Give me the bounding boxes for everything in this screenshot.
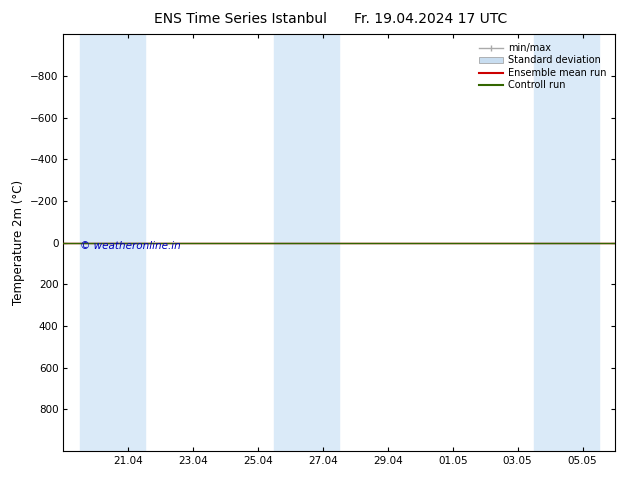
Y-axis label: Temperature 2m (°C): Temperature 2m (°C) [11,180,25,305]
Bar [534,34,598,451]
Bar [275,34,339,451]
Text: Fr. 19.04.2024 17 UTC: Fr. 19.04.2024 17 UTC [354,12,508,26]
Text: ENS Time Series Istanbul: ENS Time Series Istanbul [155,12,327,26]
Bar [80,34,145,451]
Text: © weatheronline.in: © weatheronline.in [80,241,181,251]
Legend: min/max, Standard deviation, Ensemble mean run, Controll run: min/max, Standard deviation, Ensemble me… [475,39,610,94]
